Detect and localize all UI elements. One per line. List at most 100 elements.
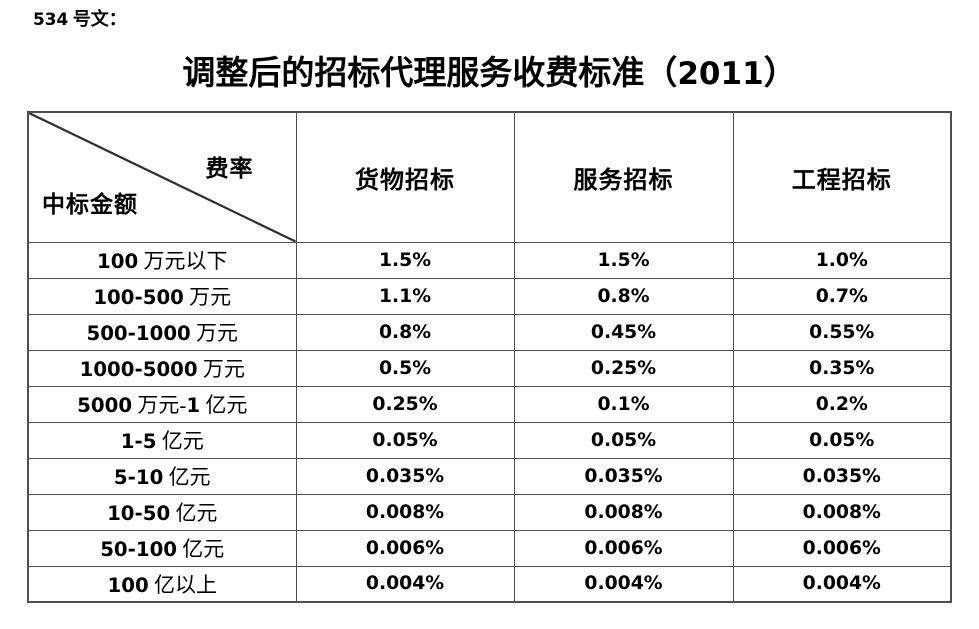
fee-value-cell: 0.035%	[295, 457, 515, 495]
numeric-text: 0.035%	[802, 465, 881, 487]
numeric-text: 0.35%	[809, 357, 875, 379]
table-row: 5000 万元-1 亿元 0.25% 0.1% 0.2%	[27, 385, 952, 423]
fee-value-cell: 0.035%	[513, 457, 734, 495]
table-row: 100 亿以上 0.004% 0.004% 0.004%	[27, 565, 952, 603]
row-label: 100-500 万元	[27, 277, 297, 315]
numeric-text: 0.5%	[378, 357, 432, 379]
numeric-text: 0.8%	[597, 285, 650, 307]
numeric-text: 100	[97, 250, 139, 273]
fee-value-cell: 0.05%	[732, 421, 952, 459]
fee-value-cell: 0.006%	[732, 529, 952, 567]
table-row: 5-10 亿元 0.035% 0.035% 0.035%	[27, 457, 952, 495]
row-label: 500-1000 万元	[27, 313, 297, 351]
numeric-text: 1.1%	[378, 285, 432, 307]
fee-table-body: 100 万元以下 1.5% 1.5% 1.0% 100-500 万元 1.1% 0.8% 0.…	[27, 241, 952, 603]
fee-value-cell: 0.2%	[732, 385, 952, 423]
table-row: 50-100 亿元 0.006% 0.006% 0.006%	[27, 529, 952, 567]
fee-value-cell: 0.8%	[295, 313, 515, 351]
fee-value-cell: 0.35%	[732, 349, 952, 387]
numeric-text: 0.008%	[802, 501, 881, 523]
doc-number-label: 534 号文：	[33, 9, 127, 29]
fee-value-cell: 1.5%	[295, 241, 515, 279]
fee-value-cell: 0.25%	[513, 349, 734, 387]
numeric-text: 1-5	[120, 430, 157, 453]
fee-value-cell: 0.05%	[513, 421, 734, 459]
numeric-text: 500-1000	[86, 322, 191, 345]
numeric-text: 0.035%	[365, 465, 445, 487]
numeric-text: 0.1%	[597, 393, 650, 415]
fee-table: 费率 中标金额 货物招标 服务招标 工程招标 100 万元以下 1.5% 1.5% 1.0…	[27, 111, 952, 603]
numeric-text: 0.006%	[365, 537, 445, 559]
numeric-text: 0.55%	[809, 321, 875, 343]
numeric-text: 0.035%	[584, 465, 663, 487]
numeric-text: 0.004%	[802, 573, 881, 595]
numeric-text: 0.05%	[372, 429, 438, 451]
numeric-text: 1	[186, 394, 201, 417]
fee-value-cell: 0.8%	[513, 277, 734, 315]
row-label: 1000-5000 万元	[27, 349, 297, 387]
fee-value-cell: 0.004%	[732, 565, 952, 603]
numeric-text: 0.45%	[590, 321, 657, 343]
row-label: 100 亿以上	[27, 565, 297, 603]
table-row: 500-1000 万元 0.8% 0.45% 0.55%	[27, 313, 952, 351]
column-header-2: 工程招标	[732, 111, 952, 243]
numeric-text: 1.5%	[597, 249, 650, 271]
numeric-text: 5000	[77, 394, 133, 417]
row-label: 100 万元以下	[27, 241, 297, 279]
fee-value-cell: 0.45%	[513, 313, 734, 351]
fee-value-cell: 0.25%	[295, 385, 515, 423]
numeric-text: 0.008%	[365, 501, 445, 523]
fee-value-cell: 1.0%	[732, 241, 952, 279]
fee-value-cell: 0.004%	[295, 565, 515, 603]
table-row: 100 万元以下 1.5% 1.5% 1.0%	[27, 241, 952, 279]
fee-value-cell: 0.035%	[732, 457, 952, 495]
fee-value-cell: 0.004%	[513, 565, 734, 603]
numeric-text: 0.2%	[815, 393, 868, 415]
numeric-text: 0.006%	[802, 537, 881, 559]
fee-value-cell: 0.1%	[513, 385, 734, 423]
numeric-text: 0.25%	[372, 393, 438, 415]
numeric-text: 0.8%	[378, 321, 432, 343]
fee-value-cell: 0.008%	[513, 493, 734, 531]
column-header-0: 货物招标	[295, 111, 515, 243]
fee-value-cell: 0.008%	[732, 493, 952, 531]
numeric-text: 1.5%	[378, 249, 432, 271]
numeric-text: 534	[33, 9, 69, 29]
fee-value-cell: 1.1%	[295, 277, 515, 315]
column-header-1: 服务招标	[513, 111, 734, 243]
numeric-text: 50-100	[100, 538, 178, 561]
numeric-text: 2011	[677, 56, 764, 92]
page-title: 调整后的招标代理服务收费标准（2011）	[182, 56, 797, 92]
fee-value-cell: 1.5%	[513, 241, 734, 279]
numeric-text: 0.7%	[815, 285, 868, 307]
diagonal-corner-cell: 费率 中标金额	[27, 111, 297, 243]
fee-value-cell: 0.55%	[732, 313, 952, 351]
numeric-text: 0.05%	[809, 429, 875, 451]
corner-label-rate: 费率	[205, 156, 254, 181]
row-label: 5000 万元-1 亿元	[27, 385, 297, 423]
row-label: 10-50 亿元	[27, 493, 297, 531]
row-label: 50-100 亿元	[27, 529, 297, 567]
table-row: 1000-5000 万元 0.5% 0.25% 0.35%	[27, 349, 952, 387]
numeric-text: 5-10	[113, 466, 164, 489]
numeric-text: 0.05%	[590, 429, 657, 451]
numeric-text: 0.004%	[365, 573, 445, 595]
numeric-text: 0.008%	[584, 501, 663, 523]
fee-value-cell: 0.006%	[295, 529, 515, 567]
fee-value-cell: 0.05%	[295, 421, 515, 459]
table-row: 10-50 亿元 0.008% 0.008% 0.008%	[27, 493, 952, 531]
corner-label-amount: 中标金额	[42, 192, 138, 217]
fee-value-cell: 0.7%	[732, 277, 952, 315]
row-label: 1-5 亿元	[27, 421, 297, 459]
numeric-text: 100-500	[93, 286, 184, 309]
numeric-text: 1000-5000	[79, 358, 198, 381]
table-row: 1-5 亿元 0.05% 0.05% 0.05%	[27, 421, 952, 459]
table-header-row: 费率 中标金额 货物招标 服务招标 工程招标	[27, 111, 952, 243]
numeric-text: 0.25%	[590, 357, 657, 379]
fee-value-cell: 0.5%	[295, 349, 515, 387]
fee-value-cell: 0.008%	[295, 493, 515, 531]
numeric-text: 1.0%	[815, 249, 868, 271]
diagonal-divider-line	[29, 113, 296, 242]
fee-value-cell: 0.006%	[513, 529, 734, 567]
